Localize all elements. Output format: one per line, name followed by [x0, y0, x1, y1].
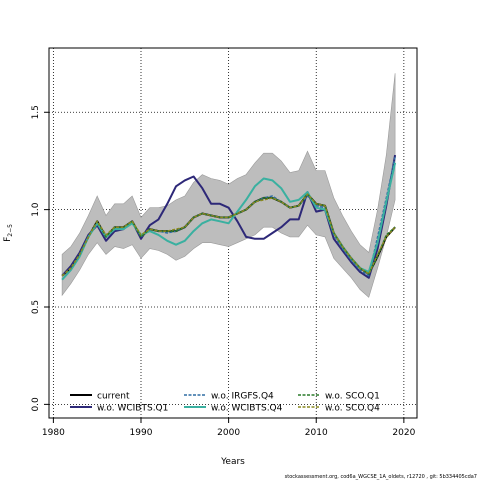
legend-label-5: w.o. SCO.Q4	[325, 404, 380, 414]
legend-label-4: w.o. SCO.Q1	[325, 392, 380, 402]
svg-text:F2−5: F2−5	[3, 224, 14, 242]
y-tick-label: 1.5	[31, 105, 41, 119]
series-line-5	[61, 193, 396, 277]
x-axis-label: Years	[220, 457, 245, 467]
y-tick-label: 0.0	[31, 397, 41, 412]
x-tick-label: 1980	[42, 428, 65, 438]
x-tick-label: 2020	[392, 428, 415, 438]
series-lines-layer	[61, 154, 397, 281]
legend-label-1: w.o. WCIBTS.Q1	[97, 404, 168, 414]
series-line-1	[61, 154, 397, 279]
y-axis-label-sub: 2−5	[7, 224, 14, 237]
axes-layer: 1980 1990 2000 2010 2020 0.0 0.5 1.0 1.5	[31, 105, 416, 438]
x-tick-label: 2000	[217, 428, 240, 438]
y-tick-label: 1.0	[31, 202, 41, 217]
y-tick-label: 0.5	[31, 300, 41, 314]
footer-credit: stockassessment.org, cod6a_WGCSE_1A_olde…	[285, 474, 477, 480]
y-axis-label: F2−5	[3, 224, 14, 242]
legend-label-3: w.o. WCIBTS.Q4	[211, 404, 283, 414]
legend-label-2: w.o. IRGFS.Q4	[211, 392, 274, 402]
x-tick-label: 2010	[305, 428, 328, 438]
plot-frame	[48, 47, 418, 419]
x-tick-label: 1990	[130, 428, 153, 438]
confidence-band	[61, 73, 396, 298]
legend: current w.o. WCIBTS.Q1 w.o. IRGFS.Q4 w.o. W…	[70, 392, 380, 414]
y-axis-label-main: F	[3, 237, 13, 242]
legend-label-0: current	[97, 392, 130, 402]
confidence-band-layer	[61, 73, 396, 298]
